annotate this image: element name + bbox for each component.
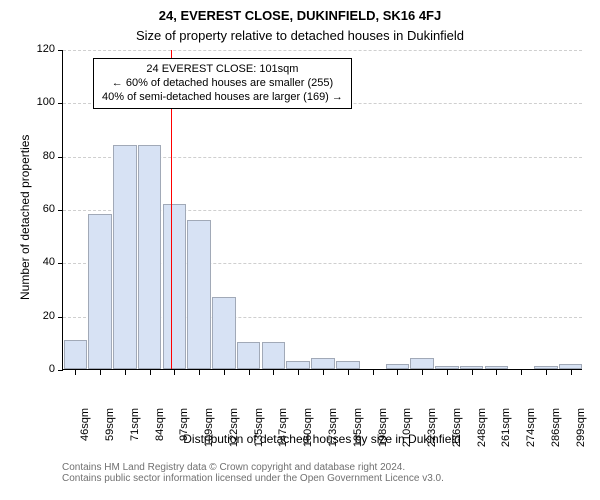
- xtick-mark: [373, 370, 374, 375]
- xtick-mark: [224, 370, 225, 375]
- histogram-bar: [485, 366, 509, 369]
- xtick-mark: [571, 370, 572, 375]
- histogram-bar: [410, 358, 434, 369]
- annotation-line: 40% of semi-detached houses are larger (…: [102, 91, 343, 105]
- gridline: [63, 50, 582, 51]
- histogram-bar: [435, 366, 459, 369]
- attribution-footer: Contains HM Land Registry data © Crown c…: [62, 462, 444, 484]
- ytick-mark: [58, 103, 63, 104]
- histogram-bar: [336, 361, 360, 369]
- footer-line-1: Contains HM Land Registry data © Crown c…: [62, 462, 444, 473]
- histogram-bar: [311, 358, 335, 369]
- xtick-mark: [249, 370, 250, 375]
- ytick-mark: [58, 157, 63, 158]
- ytick-mark: [58, 263, 63, 264]
- xtick-mark: [150, 370, 151, 375]
- xtick-mark: [298, 370, 299, 375]
- histogram-bar: [559, 364, 583, 369]
- ytick-label: 40: [25, 256, 55, 268]
- xtick-mark: [472, 370, 473, 375]
- histogram-bar: [262, 342, 286, 369]
- histogram-bar: [386, 364, 410, 369]
- xtick-mark: [397, 370, 398, 375]
- footer-line-2: Contains public sector information licen…: [62, 473, 444, 484]
- histogram-bar: [64, 340, 88, 369]
- ytick-mark: [58, 210, 63, 211]
- ytick-label: 20: [25, 310, 55, 322]
- xtick-mark: [125, 370, 126, 375]
- histogram-bar: [460, 366, 484, 369]
- annotation-line: ← 60% of detached houses are smaller (25…: [102, 77, 343, 91]
- xtick-mark: [323, 370, 324, 375]
- xtick-mark: [75, 370, 76, 375]
- histogram-bar: [88, 214, 112, 369]
- ytick-label: 80: [25, 150, 55, 162]
- xtick-mark: [273, 370, 274, 375]
- xtick-mark: [174, 370, 175, 375]
- ytick-label: 120: [25, 43, 55, 55]
- xtick-mark: [199, 370, 200, 375]
- annotation-box: 24 EVEREST CLOSE: 101sqm← 60% of detache…: [93, 58, 352, 109]
- xtick-mark: [422, 370, 423, 375]
- chart-subtitle: Size of property relative to detached ho…: [0, 28, 600, 43]
- xtick-mark: [496, 370, 497, 375]
- xtick-mark: [447, 370, 448, 375]
- chart-container: 24, EVEREST CLOSE, DUKINFIELD, SK16 4FJ …: [0, 0, 600, 500]
- ytick-label: 60: [25, 203, 55, 215]
- histogram-bar: [212, 297, 236, 369]
- histogram-bar: [113, 145, 137, 369]
- plot-area: 02040608010012046sqm59sqm71sqm84sqm97sqm…: [62, 50, 582, 370]
- ytick-mark: [58, 317, 63, 318]
- histogram-bar: [138, 145, 162, 369]
- chart-title-address: 24, EVEREST CLOSE, DUKINFIELD, SK16 4FJ: [0, 8, 600, 23]
- histogram-bar: [534, 366, 558, 369]
- histogram-bar: [286, 361, 310, 369]
- x-axis-label: Distribution of detached houses by size …: [62, 432, 582, 446]
- histogram-bar: [237, 342, 261, 369]
- histogram-bar: [187, 220, 211, 369]
- histogram-bar: [163, 204, 187, 369]
- xtick-mark: [521, 370, 522, 375]
- xtick-mark: [348, 370, 349, 375]
- annotation-line: 24 EVEREST CLOSE: 101sqm: [102, 63, 343, 77]
- xtick-mark: [546, 370, 547, 375]
- ytick-label: 0: [25, 363, 55, 375]
- ytick-mark: [58, 50, 63, 51]
- ytick-label: 100: [25, 96, 55, 108]
- ytick-mark: [58, 370, 63, 371]
- xtick-mark: [100, 370, 101, 375]
